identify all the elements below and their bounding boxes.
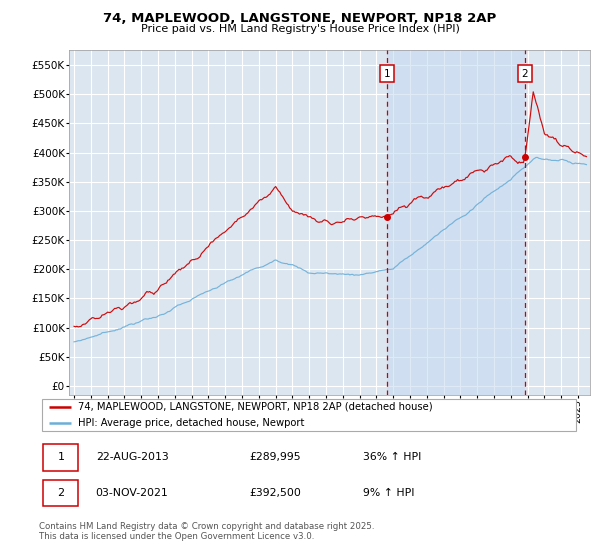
Text: 9% ↑ HPI: 9% ↑ HPI — [363, 488, 415, 498]
Bar — [387, 50, 525, 395]
Text: 2: 2 — [58, 488, 65, 498]
Text: HPI: Average price, detached house, Newport: HPI: Average price, detached house, Newp… — [78, 418, 304, 428]
Text: 74, MAPLEWOOD, LANGSTONE, NEWPORT, NP18 2AP (detached house): 74, MAPLEWOOD, LANGSTONE, NEWPORT, NP18 … — [78, 402, 433, 412]
Text: 22-AUG-2013: 22-AUG-2013 — [96, 452, 169, 463]
Text: 1: 1 — [383, 69, 390, 79]
Text: 1: 1 — [58, 452, 65, 463]
Text: Price paid vs. HM Land Registry's House Price Index (HPI): Price paid vs. HM Land Registry's House … — [140, 24, 460, 34]
FancyBboxPatch shape — [42, 399, 576, 431]
Text: 74, MAPLEWOOD, LANGSTONE, NEWPORT, NP18 2AP: 74, MAPLEWOOD, LANGSTONE, NEWPORT, NP18 … — [103, 12, 497, 25]
Text: 03-NOV-2021: 03-NOV-2021 — [96, 488, 169, 498]
FancyBboxPatch shape — [43, 444, 79, 471]
Text: Contains HM Land Registry data © Crown copyright and database right 2025.
This d: Contains HM Land Registry data © Crown c… — [39, 522, 374, 542]
Text: 36% ↑ HPI: 36% ↑ HPI — [363, 452, 421, 463]
FancyBboxPatch shape — [43, 480, 79, 506]
Text: £289,995: £289,995 — [250, 452, 301, 463]
Text: £392,500: £392,500 — [250, 488, 301, 498]
Text: 2: 2 — [521, 69, 528, 79]
